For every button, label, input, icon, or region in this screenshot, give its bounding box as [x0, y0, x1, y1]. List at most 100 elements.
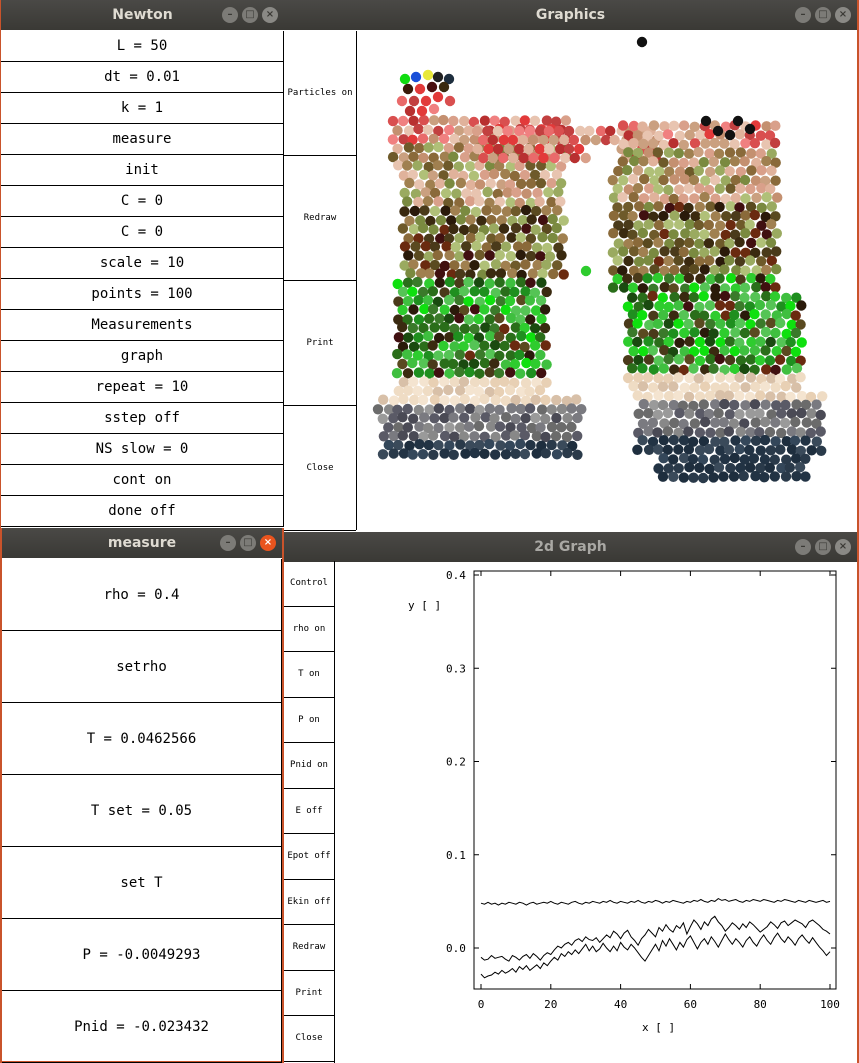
minimize-icon[interactable]: – [222, 7, 238, 23]
graph-button-redraw[interactable]: Redraw [284, 925, 334, 971]
graph-button-ekin-off[interactable]: Ekin off [284, 880, 334, 925]
particle [434, 178, 446, 189]
particle [552, 260, 563, 271]
maximize-icon[interactable]: □ [815, 539, 831, 555]
particle [638, 346, 649, 357]
particle [472, 143, 483, 155]
particle [765, 317, 777, 329]
newton-button-sstep-off[interactable]: sstep off [1, 403, 284, 434]
close-icon[interactable]: × [835, 7, 851, 23]
particle [787, 373, 798, 384]
particle [735, 274, 746, 285]
particle [633, 408, 644, 419]
measure-button-t-set-0-05[interactable]: T set = 0.05 [2, 775, 282, 847]
minimize-icon[interactable]: – [795, 539, 811, 555]
graphics-button-particles-on[interactable]: Particles on [284, 31, 356, 156]
graph2d-titlebar[interactable]: 2d Graph – □ × [284, 532, 857, 562]
graphics-button-print[interactable]: Print [284, 281, 356, 406]
particle [500, 359, 512, 370]
particle [443, 160, 454, 171]
measure-titlebar[interactable]: measure – □ × [2, 528, 282, 558]
graph-button-rho-on[interactable]: rho on [284, 607, 334, 652]
particle [648, 211, 659, 222]
particle [514, 125, 525, 137]
particle [699, 345, 710, 356]
particle [713, 408, 724, 419]
newton-button-c-0[interactable]: C = 0 [1, 186, 284, 217]
maximize-icon[interactable]: □ [815, 7, 831, 23]
particle-canvas[interactable] [358, 31, 857, 530]
graph-button-control[interactable]: Control [284, 561, 334, 607]
measure-button-setrho[interactable]: setrho [2, 631, 282, 703]
particle [477, 269, 488, 280]
particle [449, 287, 461, 298]
particle [541, 359, 552, 370]
particle [418, 358, 430, 369]
newton-button-init[interactable]: init [1, 155, 284, 186]
minimize-icon[interactable]: – [795, 7, 811, 23]
particle [734, 129, 745, 140]
newton-button-graph[interactable]: graph [1, 341, 284, 372]
particle [694, 336, 706, 348]
graph-button-pnid-on[interactable]: Pnid on [284, 743, 334, 789]
particle [532, 187, 543, 199]
newton-button-cont-on[interactable]: cont on [1, 465, 284, 496]
close-icon[interactable]: × [260, 535, 276, 551]
particle [627, 282, 639, 293]
newton-button-dt-0-01[interactable]: dt = 0.01 [1, 62, 284, 93]
particle [525, 332, 537, 343]
graph-button-print[interactable]: Print [284, 971, 334, 1016]
maximize-icon[interactable]: □ [240, 535, 256, 551]
particle [473, 313, 484, 325]
newton-button-c-0[interactable]: C = 0 [1, 217, 284, 248]
particle [474, 179, 486, 190]
measure-button-pnid-0-023432[interactable]: Pnid = -0.023432 [2, 991, 282, 1063]
newton-button-measure[interactable]: measure [1, 124, 284, 155]
particle [751, 157, 762, 169]
particle [683, 391, 695, 402]
newton-button-done-off[interactable]: done off [1, 496, 284, 527]
newton-titlebar[interactable]: Newton – □ × [1, 0, 284, 30]
particle [607, 175, 618, 186]
particle [699, 247, 710, 258]
close-icon[interactable]: × [262, 7, 278, 23]
particle [530, 205, 542, 217]
particle [471, 125, 483, 137]
graph-button-e-off[interactable]: E off [284, 789, 334, 834]
particle [632, 183, 644, 194]
particle [412, 350, 424, 361]
maximize-icon[interactable]: □ [242, 7, 258, 23]
newton-button-points-100[interactable]: points = 100 [1, 279, 284, 310]
close-icon[interactable]: × [835, 539, 851, 555]
particle [546, 178, 557, 189]
minimize-icon[interactable]: – [220, 535, 236, 551]
newton-button-measurements[interactable]: Measurements [1, 310, 284, 341]
measure-button-rho-0-4[interactable]: rho = 0.4 [2, 559, 282, 631]
measure-button-set-t[interactable]: set T [2, 847, 282, 919]
newton-button-ns-slow-0[interactable]: NS slow = 0 [1, 434, 284, 465]
newton-button-repeat-10[interactable]: repeat = 10 [1, 372, 284, 403]
particle [393, 385, 404, 397]
graph-button-epot-off[interactable]: Epot off [284, 834, 334, 880]
graph-button-t-on[interactable]: T on [284, 652, 334, 698]
newton-button-k-1[interactable]: k = 1 [1, 93, 284, 124]
measure-button-p-0-0049293[interactable]: P = -0.0049293 [2, 919, 282, 991]
particle [494, 421, 506, 432]
particle [678, 309, 690, 321]
graphics-titlebar[interactable]: Graphics – □ × [284, 0, 857, 30]
graphics-button-close[interactable]: Close [284, 406, 356, 531]
newton-button-l-50[interactable]: L = 50 [1, 31, 284, 62]
graphics-button-redraw[interactable]: Redraw [284, 156, 356, 281]
measure-button-t-0-0462566[interactable]: T = 0.0462566 [2, 703, 282, 775]
particle [560, 115, 572, 126]
graph-button-p-on[interactable]: P on [284, 698, 334, 743]
particle [786, 319, 797, 330]
particle [542, 242, 553, 254]
particle [781, 345, 792, 357]
particle [745, 372, 757, 383]
particle [556, 422, 567, 433]
newton-button-scale-10[interactable]: scale = 10 [1, 248, 284, 279]
particle [460, 448, 471, 459]
graph-button-close[interactable]: Close [284, 1016, 334, 1062]
particle [679, 174, 690, 185]
